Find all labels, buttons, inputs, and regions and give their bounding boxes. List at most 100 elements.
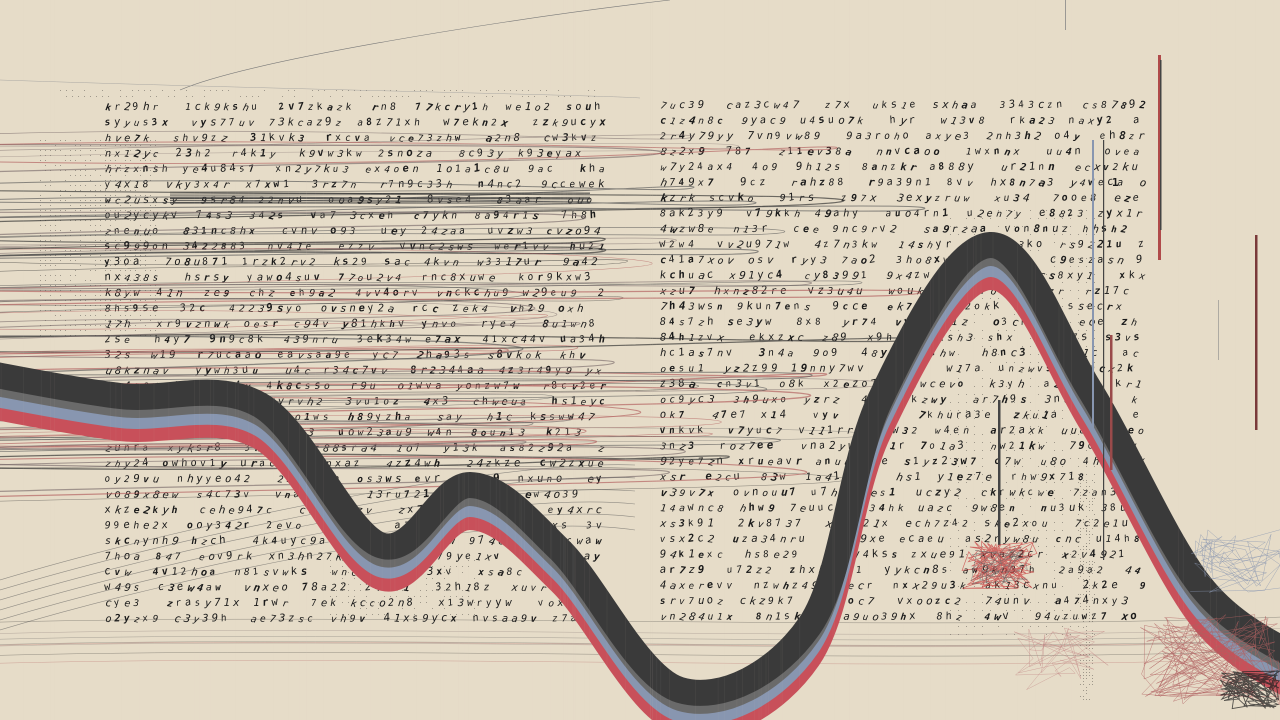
grid-dot (1030, 410, 1031, 411)
glyph-mark: o (393, 164, 399, 175)
glyph-mark: a (1055, 595, 1062, 607)
grid-dot (1086, 626, 1087, 627)
grid-dot (1078, 626, 1079, 627)
grid-dot (75, 270, 76, 271)
grid-dot (50, 265, 51, 266)
grid-dot (1089, 699, 1090, 700)
grid-dot (1086, 450, 1087, 451)
grid-dot (486, 96, 487, 97)
glyph-mark: 1 (1106, 239, 1112, 250)
grid-dot (1092, 660, 1093, 661)
grid-dot (1094, 562, 1095, 563)
glyph-mark: n (698, 503, 704, 514)
grid-dot (75, 295, 76, 296)
grid-dot (982, 298, 983, 299)
grid-dot (1030, 346, 1031, 347)
grid-dot (105, 140, 106, 141)
grid-dot (966, 442, 967, 443)
grid-dot (140, 235, 141, 236)
glyph-mark: 1 (958, 547, 965, 560)
grid-dot (90, 180, 91, 181)
glyph-mark: v (728, 426, 734, 437)
glyph-mark: s (152, 273, 158, 284)
grid-dot (958, 466, 959, 467)
grid-dot (1054, 258, 1055, 259)
glyph-mark: 2 (113, 613, 120, 624)
grid-dot (998, 354, 999, 355)
grid-dot (1089, 579, 1090, 580)
grid-dot (1089, 561, 1090, 562)
glyph-mark: 4 (530, 334, 537, 345)
glyph-mark: z (1094, 286, 1100, 297)
grid-dot (1038, 418, 1039, 419)
glyph-mark: z (679, 224, 686, 235)
grid-dot (75, 320, 76, 321)
grid-dot (1046, 554, 1047, 555)
grid-dot (1054, 218, 1055, 219)
grid-dot (982, 506, 983, 507)
glyph-mark: y (181, 164, 189, 175)
grid-dot (125, 175, 126, 176)
grid-dot (426, 578, 427, 579)
glyph-mark: a (446, 412, 452, 423)
glyph-mark: 1 (171, 566, 178, 577)
ribbon-texture (288, 0, 289, 720)
grid-dot (40, 280, 41, 281)
grid-dot (1094, 634, 1095, 635)
glyph-mark: s (947, 332, 953, 343)
glyph-mark: w (332, 567, 338, 578)
glyph-mark: h (906, 255, 913, 266)
ribbon-texture (235, 0, 236, 720)
glyph-mark: x (722, 287, 730, 297)
grid-dot (100, 190, 101, 191)
grid-dot (510, 96, 511, 97)
grid-dot (998, 330, 999, 331)
grid-dot (1062, 514, 1063, 515)
glyph-mark: n (1093, 596, 1099, 607)
grid-dot (1086, 474, 1087, 475)
grid-dot (974, 322, 975, 323)
glyph-mark: 1 (708, 517, 715, 530)
grid-dot (125, 265, 126, 266)
glyph-mark: x (697, 177, 704, 188)
glyph-mark: x (678, 580, 686, 592)
glyph-mark: x (598, 115, 606, 128)
grid-dot (480, 90, 481, 91)
glyph-mark: o (904, 208, 911, 220)
grid-dot (1038, 530, 1039, 531)
glyph-mark: v (114, 567, 120, 578)
grid-dot (45, 185, 46, 186)
glyph-mark: a (776, 455, 783, 467)
grid-dot (1054, 522, 1055, 523)
glyph-mark: u (947, 410, 953, 421)
grid-dot (186, 90, 187, 91)
grid-dot (50, 230, 51, 231)
grid-dot (80, 185, 81, 186)
grid-dot (65, 180, 66, 181)
glyph-mark: 1 (260, 148, 267, 159)
grid-dot (135, 150, 136, 151)
glyph-mark: u (940, 581, 947, 592)
grid-dot (998, 626, 999, 627)
grid-dot (990, 610, 991, 611)
glyph-mark: 3 (1077, 208, 1084, 219)
ribbon-texture (1178, 0, 1179, 720)
glyph-mark: w (949, 348, 955, 359)
grid-dot (950, 370, 951, 371)
grid-dot (1014, 226, 1015, 227)
grid-dot (1078, 434, 1079, 435)
grid-dot (115, 295, 116, 296)
grid-dot (75, 175, 76, 176)
grid-dot (145, 165, 146, 166)
grid-dot (100, 205, 101, 206)
glyph-mark: 3 (426, 179, 434, 190)
ribbon-texture (381, 0, 383, 720)
grid-dot (50, 225, 51, 226)
glyph-mark: 1 (966, 148, 972, 158)
grid-dot (402, 96, 403, 97)
glyph-mark: 2 (1138, 100, 1146, 112)
grid-dot (125, 150, 126, 151)
glyph-mark: x (1005, 332, 1013, 343)
glyph-mark: s (300, 564, 308, 578)
ribbon-texture (563, 0, 564, 720)
